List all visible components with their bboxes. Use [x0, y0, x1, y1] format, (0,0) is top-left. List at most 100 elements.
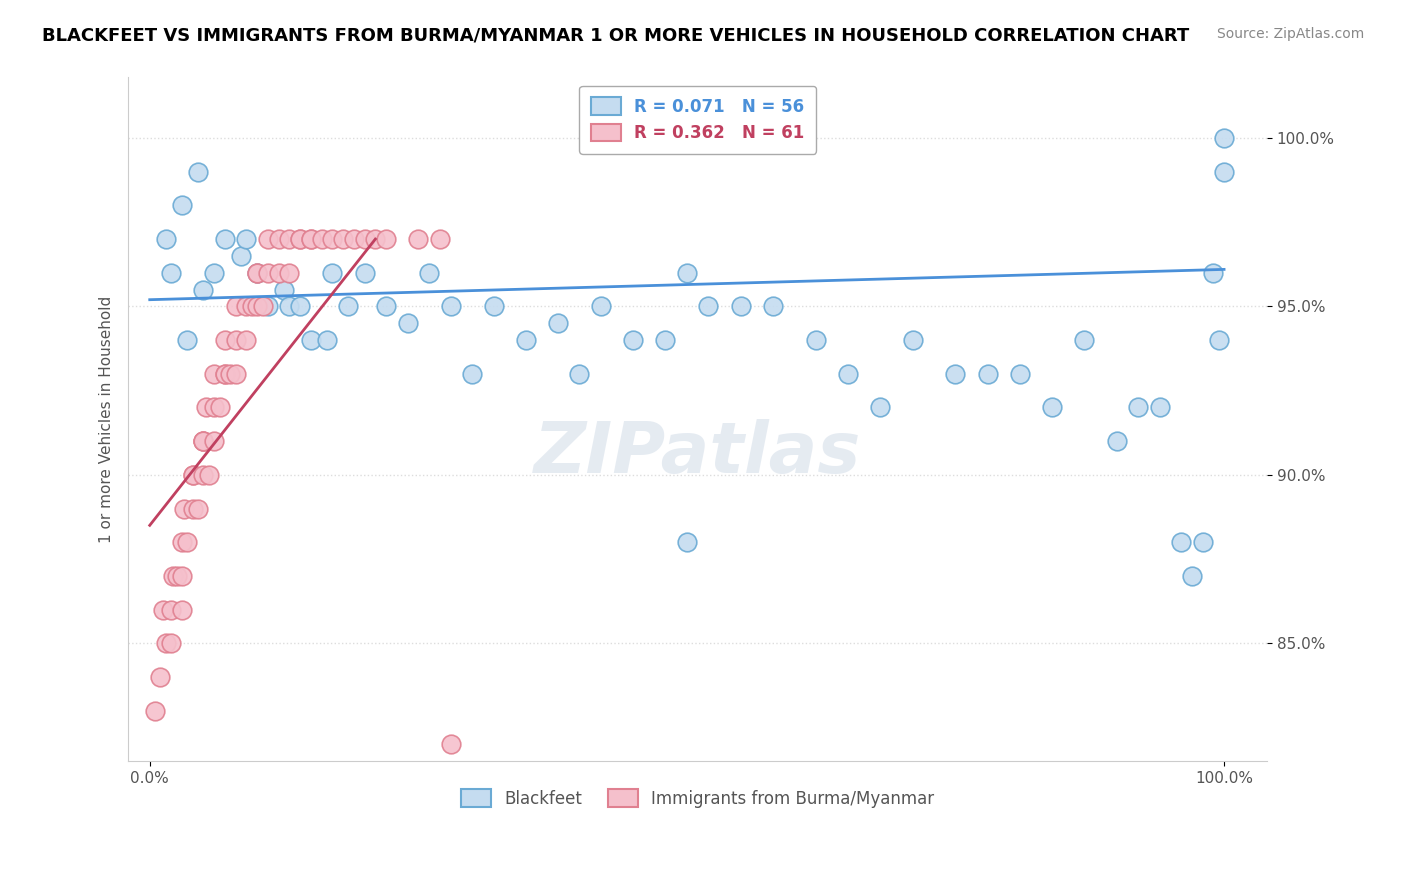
Point: [418, 266, 440, 280]
Point: [208, 401, 231, 415]
Point: [214, 232, 236, 246]
Point: [621, 333, 644, 347]
Point: [762, 300, 785, 314]
Point: [160, 602, 183, 616]
Point: [170, 602, 193, 616]
Point: [408, 232, 430, 246]
Point: [273, 283, 295, 297]
Y-axis label: 1 or more Vehicles in Household: 1 or more Vehicles in Household: [100, 295, 114, 543]
Point: [155, 636, 177, 650]
Point: [267, 232, 290, 246]
Point: [202, 266, 225, 280]
Point: [225, 300, 247, 314]
Point: [160, 636, 183, 650]
Point: [202, 434, 225, 449]
Point: [439, 737, 461, 751]
Point: [299, 333, 322, 347]
Point: [166, 569, 188, 583]
Point: [267, 266, 290, 280]
Point: [214, 333, 236, 347]
Point: [299, 232, 322, 246]
Point: [697, 300, 720, 314]
Point: [1181, 569, 1204, 583]
Point: [278, 300, 301, 314]
Point: [353, 232, 375, 246]
Point: [337, 300, 360, 314]
Point: [375, 232, 398, 246]
Point: [252, 300, 274, 314]
Text: ZIPatlas: ZIPatlas: [534, 419, 862, 488]
Point: [235, 232, 257, 246]
Point: [246, 300, 269, 314]
Point: [1126, 401, 1149, 415]
Point: [1208, 333, 1230, 347]
Point: [155, 232, 177, 246]
Point: [198, 467, 221, 482]
Point: [353, 266, 375, 280]
Point: [246, 266, 269, 280]
Point: [219, 367, 242, 381]
Point: [235, 300, 257, 314]
Point: [214, 367, 236, 381]
Point: [321, 232, 343, 246]
Point: [278, 266, 301, 280]
Point: [214, 367, 236, 381]
Point: [316, 333, 339, 347]
Point: [804, 333, 827, 347]
Point: [311, 232, 333, 246]
Point: [160, 266, 183, 280]
Point: [321, 266, 343, 280]
Point: [439, 300, 461, 314]
Point: [1213, 131, 1236, 145]
Point: [229, 249, 252, 263]
Point: [654, 333, 676, 347]
Point: [288, 300, 311, 314]
Point: [193, 434, 215, 449]
Point: [225, 367, 247, 381]
Point: [202, 401, 225, 415]
Point: [181, 501, 204, 516]
Point: [170, 535, 193, 549]
Point: [1040, 401, 1063, 415]
Point: [170, 569, 193, 583]
Point: [1202, 266, 1225, 280]
Point: [461, 367, 484, 381]
Text: BLACKFEET VS IMMIGRANTS FROM BURMA/MYANMAR 1 OR MORE VEHICLES IN HOUSEHOLD CORRE: BLACKFEET VS IMMIGRANTS FROM BURMA/MYANM…: [42, 27, 1189, 45]
Point: [482, 300, 505, 314]
Point: [202, 367, 225, 381]
Point: [1170, 535, 1192, 549]
Point: [332, 232, 354, 246]
Point: [162, 569, 184, 583]
Point: [288, 232, 311, 246]
Point: [257, 232, 280, 246]
Point: [257, 300, 280, 314]
Point: [343, 232, 366, 246]
Point: [194, 401, 217, 415]
Point: [181, 467, 204, 482]
Point: [676, 535, 699, 549]
Point: [515, 333, 537, 347]
Point: [429, 232, 451, 246]
Point: [1149, 401, 1171, 415]
Point: [193, 283, 215, 297]
Point: [193, 434, 215, 449]
Point: [187, 165, 209, 179]
Point: [278, 232, 301, 246]
Point: [240, 300, 263, 314]
Point: [225, 333, 247, 347]
Point: [193, 467, 215, 482]
Point: [143, 704, 166, 718]
Point: [568, 367, 591, 381]
Point: [176, 535, 198, 549]
Point: [375, 300, 398, 314]
Point: [170, 198, 193, 212]
Legend: Blackfeet, Immigrants from Burma/Myanmar: Blackfeet, Immigrants from Burma/Myanmar: [454, 783, 941, 814]
Point: [1213, 165, 1236, 179]
Text: Source: ZipAtlas.com: Source: ZipAtlas.com: [1216, 27, 1364, 41]
Point: [176, 333, 198, 347]
Point: [547, 316, 569, 330]
Point: [235, 333, 257, 347]
Point: [396, 316, 419, 330]
Point: [945, 367, 967, 381]
Point: [837, 367, 859, 381]
